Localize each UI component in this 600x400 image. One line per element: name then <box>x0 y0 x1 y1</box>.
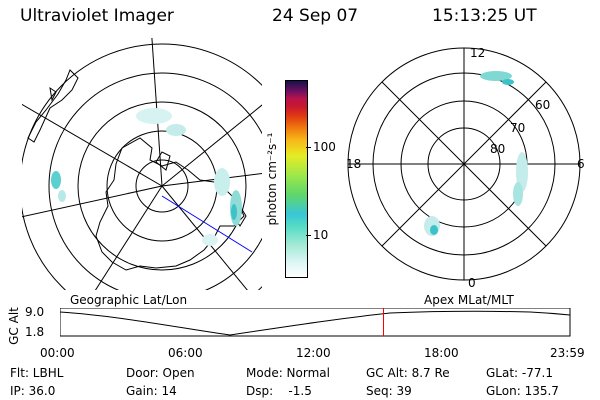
seq-readout: Seq: 39 <box>366 384 412 398</box>
coastline <box>155 151 171 171</box>
altitude-timeline-plot <box>60 308 571 337</box>
date-label: 24 Sep 07 <box>272 6 359 26</box>
aurora-emission <box>424 71 528 236</box>
mode-readout: Mode: Normal <box>246 366 330 380</box>
time-label: 15:13:25 UT <box>432 6 537 26</box>
colorbar-tick-label: 10 <box>313 228 329 242</box>
sun-direction-line <box>161 195 253 253</box>
coastline <box>49 86 57 102</box>
timeline-right-title: Apex MLat/MLT <box>424 293 514 307</box>
mlt-label-bottom: 0 <box>468 276 476 290</box>
dsp-readout: Dsp: -1.5 <box>246 384 312 398</box>
timeline-left-title: Geographic Lat/Lon <box>70 293 188 307</box>
magnetic-polar-map <box>347 47 581 281</box>
meridian <box>22 103 163 187</box>
gain-readout: Gain: 14 <box>126 384 177 398</box>
color-scale-bar <box>285 80 308 278</box>
lat-circle <box>48 72 262 290</box>
timeline-x-tick: 12:00 <box>296 346 331 360</box>
door-readout: Door: Open <box>126 366 195 380</box>
meridian <box>94 185 163 290</box>
lat-circle <box>77 101 247 271</box>
filter-readout: Flt: LBHL <box>10 366 64 380</box>
colorbar-unit-label: photon cm⁻²s⁻¹ <box>265 132 279 226</box>
coastline <box>27 69 79 143</box>
aurora-emission <box>51 108 242 246</box>
mlt-label-top: 12 <box>470 46 486 60</box>
geographic-map <box>22 38 262 290</box>
timeline-y-tick: 9.0 <box>25 305 45 319</box>
timeline-x-tick: 18:00 <box>424 346 459 360</box>
mlat-label-60: 60 <box>535 98 551 112</box>
altitude-curve <box>60 310 571 336</box>
timeline-x-tick: 23:59 <box>550 346 585 360</box>
timeline-x-tick: 00:00 <box>40 346 75 360</box>
glat-readout: GLat: -77.1 <box>486 366 553 380</box>
meridian <box>161 185 248 290</box>
lat-circle <box>135 159 189 213</box>
instrument-title: Ultraviolet Imager <box>20 6 174 26</box>
mlt-line <box>381 81 547 247</box>
mlt-label-right: 6 <box>577 157 585 171</box>
mlat-label-80: 80 <box>490 142 506 156</box>
lat-circle <box>22 43 262 290</box>
timeline-y-label: GC Alt <box>7 307 21 345</box>
meridian <box>151 38 163 187</box>
mlt-label-left: 18 <box>346 157 362 171</box>
glon-readout: GLon: 135.7 <box>486 384 559 398</box>
timeline-x-tick: 06:00 <box>168 346 203 360</box>
gc-alt-readout: GC Alt: 8.7 Re <box>366 366 450 380</box>
meridian <box>161 104 262 187</box>
colorbar-tick-label: 100 <box>313 140 336 154</box>
colorbar-tick <box>306 147 311 148</box>
timeline-y-tick: 1.8 <box>25 325 45 339</box>
ip-readout: IP: 36.0 <box>10 384 56 398</box>
colorbar-tick <box>306 235 311 236</box>
mlat-label-70: 70 <box>510 121 526 135</box>
meridian <box>22 185 163 218</box>
